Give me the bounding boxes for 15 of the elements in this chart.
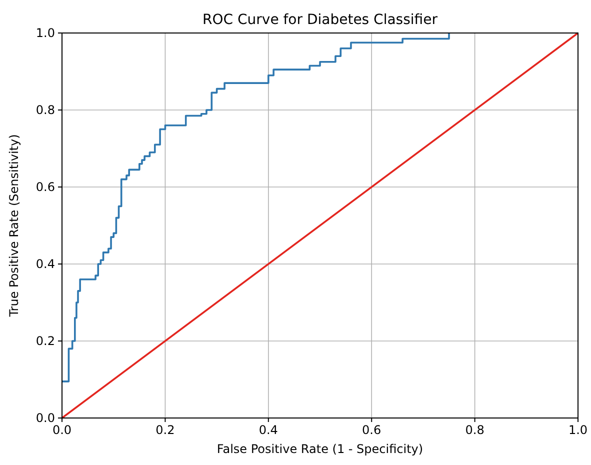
x-tick-label: 0.2 xyxy=(156,423,175,437)
chart-title: ROC Curve for Diabetes Classifier xyxy=(202,12,438,28)
y-tick-label: 1.0 xyxy=(36,26,55,40)
y-tick-label: 0.8 xyxy=(36,103,55,117)
y-tick-label: 0.2 xyxy=(36,334,55,348)
y-tick-label: 0.0 xyxy=(36,411,55,425)
x-tick-label: 0.4 xyxy=(258,423,278,437)
x-axis-title: False Positive Rate (1 - Specificity) xyxy=(216,442,424,456)
y-axis-title: True Positive Rate (Sensitivity) xyxy=(7,134,21,318)
x-tick-label: 0.6 xyxy=(362,423,382,437)
x-tick-label: 1.0 xyxy=(568,423,588,437)
x-tick-label: 0.0 xyxy=(52,423,72,437)
x-tick-label: 0.8 xyxy=(465,423,484,437)
y-tick-label: 0.6 xyxy=(36,180,55,194)
y-tick-label: 0.4 xyxy=(36,257,55,271)
